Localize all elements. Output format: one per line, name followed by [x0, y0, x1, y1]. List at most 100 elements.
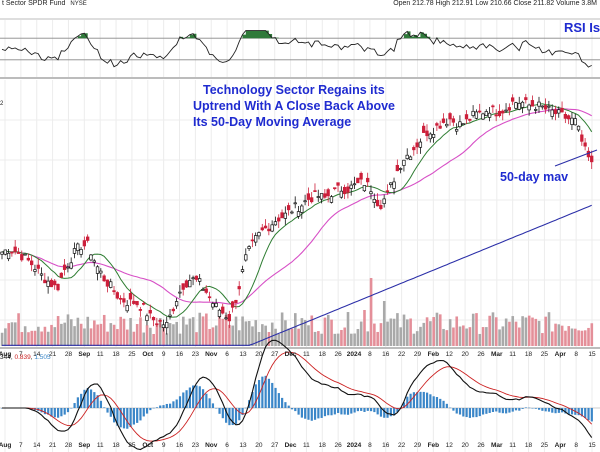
- volume-bar: [198, 312, 202, 346]
- volume-bar: [307, 325, 310, 346]
- volume-bar: [320, 333, 323, 346]
- volume-bar: [340, 329, 343, 346]
- macd-histogram-bar: [396, 408, 399, 412]
- ma-annotation: 50-day mav: [500, 170, 569, 184]
- candle-body: [76, 243, 80, 251]
- candle-body: [46, 280, 50, 287]
- macd-line: [2, 339, 593, 451]
- macd-histogram-bar: [47, 408, 50, 415]
- macd-histogram-bar: [537, 408, 541, 410]
- volume-bar: [547, 312, 551, 346]
- macd-histogram-bar: [442, 400, 445, 408]
- ohlcv-readout: Open 212.78 High 212.91 Low 210.66 Close…: [393, 0, 597, 7]
- volume-bar: [109, 323, 113, 346]
- candle-body: [310, 197, 314, 203]
- candle-body: [550, 109, 554, 117]
- candle-body: [16, 252, 21, 254]
- macd-histogram-bar: [580, 408, 584, 417]
- candle-body: [158, 320, 162, 322]
- macd-panel: [0, 339, 600, 451]
- candle-body: [72, 248, 77, 254]
- macd-histogram-bar: [449, 407, 452, 409]
- volume-bar: [112, 324, 116, 346]
- macd-histogram-bar: [508, 408, 511, 413]
- macd-histogram-bar: [165, 403, 168, 408]
- candle-body: [412, 147, 416, 151]
- macd-histogram-bar: [215, 408, 218, 409]
- macd-histogram-bar: [86, 388, 89, 408]
- candle-body: [366, 177, 370, 183]
- volume-bar: [69, 319, 73, 346]
- candle-body: [583, 142, 587, 147]
- volume-bar: [435, 312, 439, 346]
- candle-body: [6, 252, 11, 260]
- candle-body: [448, 113, 452, 120]
- x-tick-label: 9: [162, 351, 166, 358]
- macd-histogram-bar: [73, 403, 76, 408]
- candle-body: [392, 181, 396, 189]
- volume-bar: [96, 324, 99, 346]
- candle-body: [188, 280, 192, 288]
- volume-bar: [369, 278, 373, 346]
- macd-value-2: 0.839: [14, 354, 31, 361]
- volume-bar: [376, 331, 379, 346]
- volume-bar: [188, 318, 192, 346]
- volume-bar: [534, 318, 538, 346]
- x-tick-label: 23: [192, 351, 200, 358]
- x-tick-label: 26: [477, 351, 485, 358]
- macd-histogram-bar: [198, 386, 201, 408]
- volume-bar: [56, 316, 60, 346]
- volume-bar: [570, 328, 574, 346]
- candle-body: [217, 309, 222, 317]
- volume-bar: [129, 317, 132, 346]
- fund-name-text: t Sector SPDR Fund: [2, 0, 66, 7]
- macd-histogram-bar: [491, 408, 495, 412]
- candle-body: [267, 228, 271, 232]
- candle-body: [576, 125, 581, 131]
- macd-histogram-bar: [393, 408, 396, 416]
- macd-histogram-bar: [76, 397, 79, 408]
- macd-histogram-bar: [462, 408, 465, 417]
- volume-bar: [257, 331, 261, 346]
- macd-histogram-bar: [149, 408, 152, 411]
- volume-bar: [214, 325, 218, 346]
- x-tick-label: 26: [335, 351, 343, 358]
- x-tick-label: 21: [49, 442, 57, 449]
- exchange-text: NYSE: [70, 1, 87, 7]
- candle-body: [504, 109, 508, 112]
- volume-bar: [234, 316, 238, 346]
- macd-histogram-bar: [244, 407, 247, 409]
- volume-bar: [181, 316, 185, 346]
- candle-body: [464, 114, 469, 120]
- volume-bar: [211, 327, 215, 346]
- x-tick-label: 25: [128, 351, 136, 358]
- candle-body: [49, 279, 54, 288]
- macd-histogram-bar: [182, 392, 185, 408]
- candle-body: [168, 314, 172, 317]
- candle-body: [451, 118, 455, 123]
- macd-histogram-bar: [234, 408, 238, 424]
- candle-body: [79, 249, 83, 255]
- macd-histogram-bar: [238, 408, 241, 421]
- candle-body: [122, 298, 126, 303]
- candle-body: [491, 105, 495, 108]
- volume-bar: [508, 321, 511, 346]
- macd-histogram-bar: [353, 408, 356, 413]
- x-tick-label: Mar: [491, 442, 503, 449]
- macd-histogram-bar: [178, 396, 182, 408]
- macd-histogram-bar: [435, 397, 439, 408]
- volume-bar: [46, 331, 50, 346]
- x-tick-label: 22: [398, 442, 406, 449]
- volume-bar: [373, 323, 376, 346]
- macd-histogram-bar: [195, 385, 198, 408]
- candle-body: [92, 260, 96, 263]
- volume-bar: [518, 327, 521, 346]
- x-tick-label: 11: [509, 351, 516, 358]
- candle-body: [326, 189, 330, 197]
- candle-body: [573, 118, 577, 126]
- moving-averages: [1, 103, 593, 346]
- macd-histogram-bar: [60, 408, 63, 417]
- candle-body: [273, 221, 278, 226]
- candle-body: [23, 253, 27, 256]
- volume-bar: [145, 325, 149, 346]
